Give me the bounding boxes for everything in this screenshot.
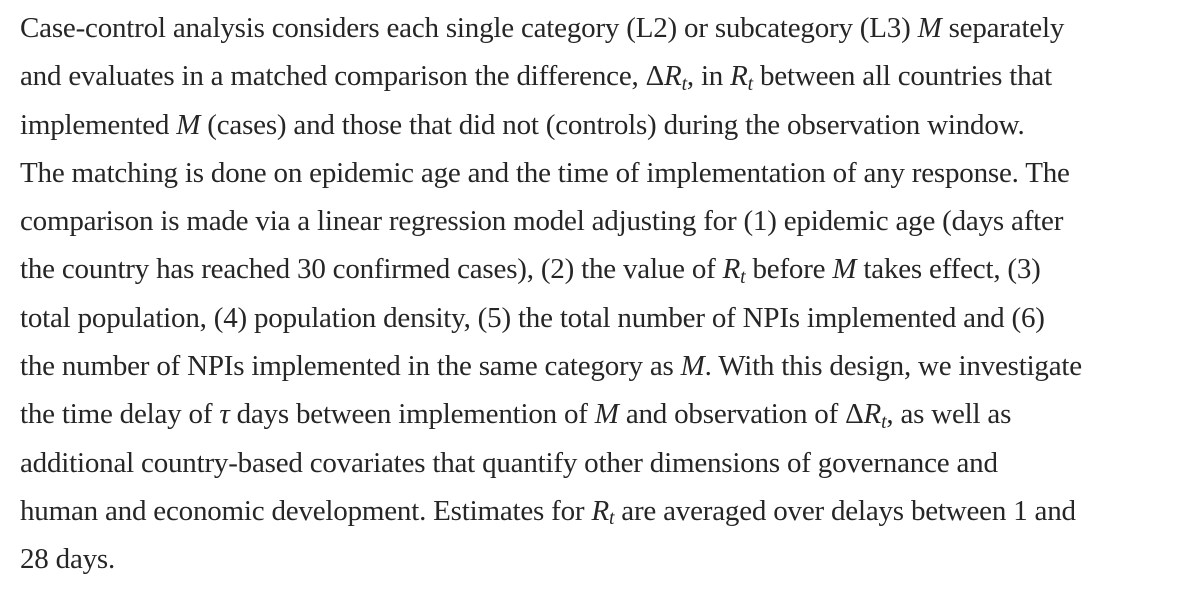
text-line: the country has reached 30 confirmed cas… bbox=[20, 245, 1200, 293]
text-run: the country has reached 30 confirmed cas… bbox=[20, 253, 723, 286]
math-italic: M bbox=[917, 12, 942, 44]
math-italic: R bbox=[591, 494, 609, 527]
text-line: the number of NPIs implemented in the sa… bbox=[20, 342, 1200, 390]
text-run: are averaged over delays between 1 and bbox=[614, 494, 1076, 527]
text-run: separately bbox=[941, 12, 1065, 44]
text-run: . With this design, we investigate bbox=[704, 350, 1083, 383]
math-subscript: t bbox=[881, 410, 887, 433]
text-line: The matching is done on epidemic age and… bbox=[20, 149, 1200, 197]
text-line: Case-control analysis considers each sin… bbox=[20, 4, 1200, 52]
math-italic: R bbox=[722, 253, 741, 286]
math-italic: R bbox=[664, 60, 682, 93]
math-italic: τ bbox=[219, 398, 230, 431]
math-subscript: t bbox=[681, 72, 687, 95]
math-subscript: t bbox=[608, 507, 615, 530]
text-line: additional country-based covariates that… bbox=[20, 439, 1200, 487]
text-line: total population, (4) population density… bbox=[20, 294, 1200, 342]
math-subscript: t bbox=[740, 265, 746, 288]
text-run: the time delay of bbox=[20, 398, 220, 431]
math-italic: R bbox=[863, 398, 882, 431]
text-line: implemented M (cases) and those that did… bbox=[20, 101, 1200, 149]
text-run: , in bbox=[686, 60, 731, 93]
text-line: human and economic development. Estimate… bbox=[20, 487, 1200, 535]
text-run: and evaluates in a matched comparison th… bbox=[20, 60, 665, 93]
text-line: and evaluates in a matched comparison th… bbox=[20, 52, 1200, 100]
math-italic: M bbox=[680, 350, 705, 383]
text-run: Case-control analysis considers each sin… bbox=[20, 12, 918, 44]
math-subscript: t bbox=[747, 72, 753, 95]
text-run: between all countries that bbox=[752, 60, 1052, 93]
text-run: comparison is made via a linear regressi… bbox=[20, 205, 1064, 238]
text-run: implemented bbox=[20, 108, 177, 141]
text-line: comparison is made via a linear regressi… bbox=[20, 197, 1200, 245]
text-line: 28 days. bbox=[20, 535, 1200, 583]
text-run: 28 days. bbox=[20, 543, 116, 576]
text-run: The matching is done on epidemic age and… bbox=[20, 156, 1070, 189]
text-run: the number of NPIs implemented in the sa… bbox=[20, 350, 681, 383]
math-italic: M bbox=[594, 398, 619, 431]
text-run: additional country-based covariates that… bbox=[20, 446, 998, 479]
text-line: the time delay of τ days between impleme… bbox=[20, 390, 1200, 438]
math-italic: R bbox=[730, 60, 748, 93]
math-italic: M bbox=[832, 253, 857, 286]
text-run: takes effect, (3) bbox=[856, 253, 1041, 286]
math-italic: M bbox=[176, 108, 201, 141]
text-run: total population, (4) population density… bbox=[20, 301, 1045, 334]
text-run: days between implemention of bbox=[229, 398, 595, 431]
text-run: (cases) and those that did not (controls… bbox=[200, 108, 1025, 141]
text-run: human and economic development. Estimate… bbox=[20, 494, 592, 527]
text-run: , as well as bbox=[886, 398, 1012, 431]
text-run: before bbox=[745, 253, 833, 286]
text-run: and observation of Δ bbox=[618, 398, 864, 431]
